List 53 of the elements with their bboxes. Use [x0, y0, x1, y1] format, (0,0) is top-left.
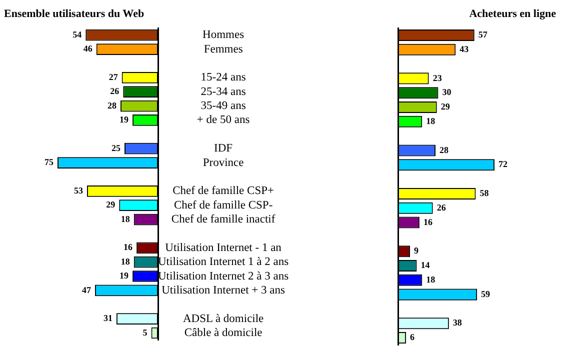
- data-label: 18: [426, 274, 436, 284]
- y-tick-label: Utilisation Internet + 3 ans: [162, 284, 286, 296]
- data-label: 25: [112, 142, 121, 153]
- y-tick-label: ADSL à domicile: [182, 312, 264, 325]
- data-label: 29: [106, 200, 116, 210]
- data-label: 31: [103, 313, 113, 324]
- y-tick-label: Utilisation Internet 2 à 3 ans: [158, 270, 290, 282]
- data-label: 14: [420, 260, 430, 270]
- data-label: 46: [83, 44, 93, 54]
- data-label: 26: [436, 202, 446, 212]
- data-label: 59: [481, 288, 491, 299]
- y-tick-label: Province: [202, 156, 244, 169]
- data-label: 26: [110, 86, 120, 96]
- y-tick-label: IDF: [214, 142, 233, 155]
- data-label: 53: [74, 185, 84, 196]
- data-label: 58: [480, 188, 490, 198]
- data-label: 38: [452, 318, 462, 328]
- data-label: 30: [442, 87, 452, 98]
- y-tick-label: 35-49 ans: [200, 100, 246, 112]
- data-label: 28: [440, 144, 450, 155]
- y-tick-label: Utilisation Internet - 1 an: [165, 242, 282, 254]
- data-label: 19: [120, 114, 130, 125]
- data-label: 57: [478, 30, 488, 40]
- data-label: 47: [82, 284, 92, 295]
- data-label: 54: [72, 29, 82, 40]
- data-label: 28: [107, 100, 117, 110]
- y-tick-label: 15-24 ans: [200, 72, 246, 84]
- y-tick-label: + de 50 ans: [196, 114, 250, 126]
- y-tick-label: Femmes: [204, 43, 244, 56]
- data-label: 16: [423, 216, 433, 227]
- data-label: 16: [124, 242, 134, 252]
- data-label: 23: [432, 72, 442, 83]
- y-tick-label: Hommes: [202, 29, 245, 42]
- data-label: 72: [498, 159, 508, 170]
- data-label: 5: [142, 327, 148, 338]
- data-label: 9: [414, 246, 420, 256]
- data-label: 27: [108, 72, 118, 82]
- data-label: 6: [410, 332, 416, 342]
- data-label: 18: [426, 116, 436, 126]
- data-label: 75: [44, 157, 54, 168]
- y-tick-label: Chef de famille CSP+: [172, 185, 274, 198]
- data-label: 29: [440, 102, 450, 112]
- data-label: 19: [120, 270, 130, 281]
- y-tick-label: Chef de famille CSP-: [174, 199, 273, 212]
- data-label: 18: [120, 256, 130, 266]
- data-label: 43: [460, 44, 470, 54]
- y-tick-label: Utilisation Internet 1 à 2 ans: [158, 256, 290, 268]
- chart-title: Acheteurs en ligne: [469, 8, 556, 20]
- data-label: 18: [120, 214, 130, 224]
- y-tick-label: 25-34 ans: [200, 86, 246, 98]
- y-tick-label: Chef de famille inactif: [171, 214, 276, 226]
- y-tick-label: Câble à domicile: [184, 327, 262, 340]
- chart-title: Ensemble utilisateurs du Web: [4, 8, 144, 20]
